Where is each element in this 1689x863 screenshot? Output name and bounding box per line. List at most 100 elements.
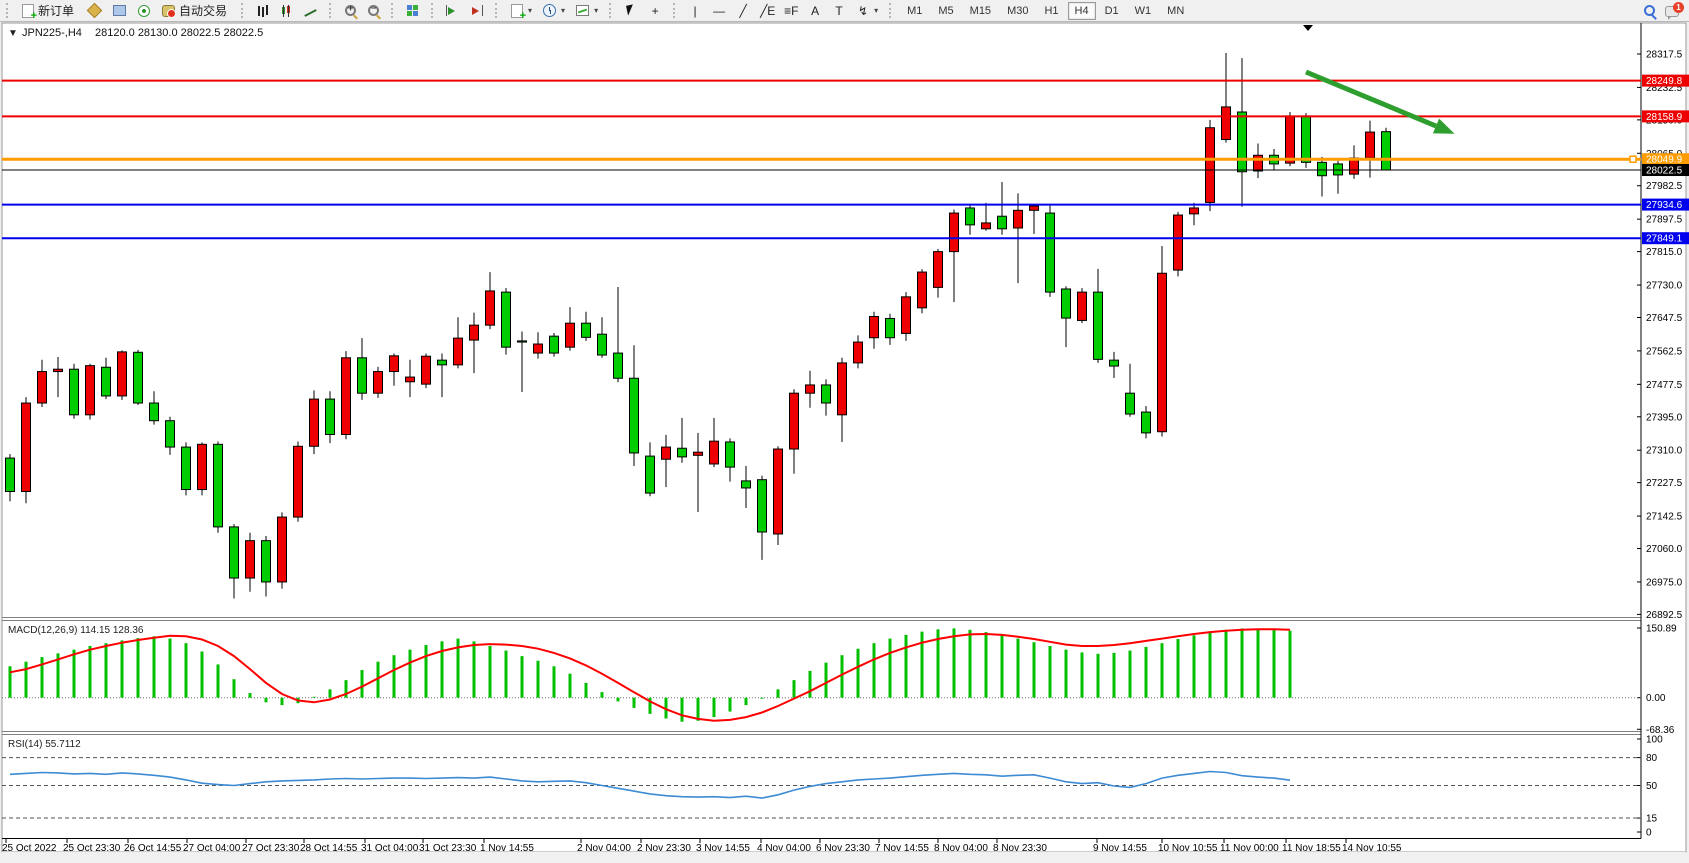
crosshair-tool-button[interactable]: + <box>644 0 666 21</box>
price-label-text: 27934.6 <box>1646 200 1683 211</box>
candle-up <box>901 296 911 334</box>
candle-down <box>133 351 143 404</box>
market-watch-icon[interactable] <box>108 0 131 21</box>
tile-windows-button-icon <box>406 4 420 18</box>
macd-histogram-bar <box>1048 645 1052 698</box>
macd-signal-line <box>9 628 1291 722</box>
price-label-box <box>1642 74 1689 87</box>
candle-up <box>853 341 863 364</box>
timeframe-H4[interactable]: H4 <box>1067 1 1096 20</box>
trend-arrow-head[interactable] <box>1432 118 1455 134</box>
zoom-in-button[interactable] <box>340 0 361 21</box>
price-label-box <box>1642 232 1689 245</box>
toolbar-grip <box>495 3 501 18</box>
text-tool[interactable]: A <box>804 0 826 21</box>
tile-windows-button[interactable] <box>402 0 424 21</box>
cursor-tool-button[interactable] <box>620 0 642 21</box>
macd-axis-label: 0.00 <box>1646 693 1666 704</box>
arrows-tool[interactable]: ↯ ▾ <box>852 0 882 21</box>
bar-chart-icon[interactable] <box>252 0 274 21</box>
price-label-text: 28049.9 <box>1646 155 1683 166</box>
time-axis-label: 31 Oct 04:00 <box>361 843 419 854</box>
signals-icon[interactable] <box>133 0 155 21</box>
zoom-out-button[interactable] <box>363 0 384 21</box>
search-icon[interactable] <box>1644 5 1655 16</box>
chart-shift-button[interactable] <box>466 0 488 21</box>
macd-histogram-bar <box>152 636 156 698</box>
toolbar-grip <box>6 3 12 18</box>
chat-icon[interactable]: 1 <box>1665 1 1684 20</box>
timeframe-M1[interactable]: M1 <box>907 4 923 17</box>
time-axis-label: 4 Nov 04:00 <box>757 843 811 854</box>
price-tick-label: 27730.0 <box>1646 281 1683 292</box>
candle-down <box>629 377 639 454</box>
autotrade-button[interactable]: 自动交易 <box>157 0 234 21</box>
macd-histogram-bar <box>696 697 700 721</box>
macd-histogram-bar <box>504 650 508 698</box>
macd-histogram-bar <box>392 655 396 698</box>
macd-histogram-bar <box>1144 646 1148 698</box>
candle-up <box>469 324 479 341</box>
candle-up <box>1029 205 1039 211</box>
candle-up <box>405 376 415 383</box>
rsi-axis-label: 100 <box>1646 735 1663 746</box>
toolbar-grip <box>241 3 247 18</box>
chevron-down-icon: ▾ <box>594 6 599 15</box>
fibonacci-tool[interactable]: ≡F <box>780 0 802 21</box>
profile-icon[interactable] <box>83 0 106 21</box>
timeframe-W1[interactable]: W1 <box>1134 4 1152 17</box>
timeframe-M30[interactable]: M30 <box>1007 4 1029 17</box>
price-tick-label: 27897.5 <box>1646 215 1683 226</box>
macd-histogram-bar <box>840 655 844 698</box>
candle-down <box>757 479 767 533</box>
line-chart-icon[interactable] <box>300 0 322 21</box>
macd-histogram-bar <box>824 662 828 698</box>
vertical-line-tool[interactable]: | <box>684 0 706 21</box>
trendline-tool[interactable]: ╱ <box>732 0 754 21</box>
macd-histogram-bar <box>312 696 316 698</box>
new-order-button-label: 新订单 <box>38 4 75 18</box>
trend-arrow-shaft[interactable] <box>1305 69 1437 129</box>
timeframe-MN[interactable]: MN <box>1167 4 1185 17</box>
indicators-button-icon <box>511 3 526 22</box>
timeframe-M15[interactable]: M15 <box>969 4 992 17</box>
macd-histogram-bar <box>936 629 940 698</box>
candle-down <box>549 335 559 354</box>
price-tick-label: 27562.5 <box>1646 346 1683 357</box>
timeframe-M5[interactable]: M5 <box>938 4 954 17</box>
text-label-tool[interactable]: T <box>828 0 850 21</box>
candle-down <box>437 359 447 366</box>
templates-button[interactable]: ▾ <box>571 0 602 21</box>
chevron-down-icon: ▾ <box>528 6 533 15</box>
text-label-tool-icon: T <box>835 3 843 18</box>
time-axis-label: 26 Oct 14:55 <box>124 843 182 854</box>
equidistant-channel-tool[interactable]: ╱E <box>756 0 778 21</box>
price-shift-marker[interactable] <box>1303 25 1313 31</box>
macd-histogram-bar <box>1160 643 1164 698</box>
price-label-text: 28158.9 <box>1646 112 1683 123</box>
macd-histogram-bar <box>1000 634 1004 698</box>
horizontal-line-tool[interactable]: — <box>708 0 730 21</box>
candle-up <box>293 445 303 518</box>
rsi-axis-label: 80 <box>1646 753 1658 764</box>
candlestick-chart-icon[interactable] <box>276 0 298 21</box>
indicators-button[interactable]: ▾ <box>506 0 536 22</box>
price-tick-label: 27395.0 <box>1646 412 1683 423</box>
candle-up <box>1157 272 1167 433</box>
price-chart[interactable]: 28317.528232.528150.028065.027982.527897… <box>0 21 1689 863</box>
macd-histogram-bar <box>1032 642 1036 698</box>
timeframe-H1[interactable]: H1 <box>1044 4 1059 17</box>
macd-histogram-bar <box>360 669 364 698</box>
chart-dropdown-icon[interactable]: ▼ <box>8 28 18 39</box>
auto-scroll-button[interactable] <box>442 0 464 21</box>
macd-histogram-bar <box>952 628 956 698</box>
bar-chart-icon-icon <box>256 4 270 18</box>
time-axis-label: 7 Nov 14:55 <box>875 843 929 854</box>
macd-histogram-bar <box>248 693 252 698</box>
new-order-button[interactable]: 新订单 <box>17 0 81 22</box>
macd-histogram-bar <box>728 697 732 712</box>
time-axis-label: 28 Oct 14:55 <box>300 843 358 854</box>
timeframe-D1[interactable]: D1 <box>1104 4 1119 17</box>
periods-button[interactable]: ▾ <box>538 0 569 21</box>
line-handle[interactable] <box>1629 155 1637 163</box>
